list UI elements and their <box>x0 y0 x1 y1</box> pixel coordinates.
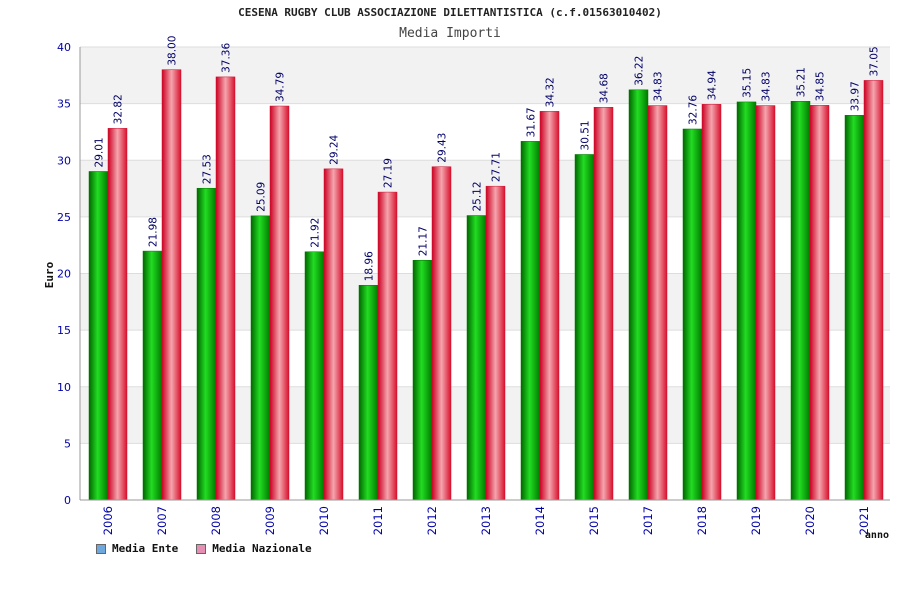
data-label: 21.17 <box>418 226 430 256</box>
data-label: 29.43 <box>437 133 449 163</box>
bar-media-ente-2010 <box>304 251 325 501</box>
y-tick-label: 30 <box>57 154 71 167</box>
bar-media-nazionale-2013 <box>485 185 506 501</box>
data-label: 21.92 <box>310 218 322 248</box>
legend-swatch-media-nazionale <box>196 543 207 554</box>
bar-media-ente-2009 <box>250 215 271 501</box>
x-tick-label: 2013 <box>479 506 493 535</box>
data-label: 37.36 <box>221 43 233 73</box>
data-label: 25.09 <box>256 182 268 212</box>
bar-media-nazionale-2007 <box>161 69 182 501</box>
bar-media-nazionale-2006 <box>107 128 128 501</box>
bar-media-nazionale-2020 <box>809 105 830 501</box>
y-tick-label: 35 <box>57 98 71 111</box>
y-tick-label: 10 <box>57 381 71 394</box>
bar-media-nazionale-2012 <box>431 166 452 501</box>
bar-media-ente-2014 <box>520 141 541 501</box>
x-tick-label: 2007 <box>155 506 169 535</box>
bar-media-ente-2017 <box>628 89 649 501</box>
bar-media-nazionale-2015 <box>593 106 614 501</box>
legend-label-media-ente: Media Ente <box>112 542 179 555</box>
plot-band <box>80 47 890 104</box>
y-tick-label: 15 <box>57 324 71 337</box>
legend-swatch-media-ente <box>96 543 106 554</box>
bar-media-nazionale-2008 <box>215 76 236 501</box>
bar-media-nazionale-2009 <box>269 105 290 501</box>
data-label: 34.94 <box>707 70 719 100</box>
data-label: 29.24 <box>329 134 341 164</box>
data-label: 18.96 <box>364 251 376 281</box>
x-tick-label: 2015 <box>587 506 601 535</box>
x-tick-label: 2008 <box>209 506 223 535</box>
x-axis-label: anno <box>865 530 889 541</box>
data-label: 36.22 <box>634 56 646 86</box>
bar-media-ente-2008 <box>196 187 217 501</box>
bar-media-ente-2012 <box>412 259 433 501</box>
y-tick-label: 40 <box>57 41 71 54</box>
data-label: 34.85 <box>815 71 827 101</box>
x-tick-label: 2018 <box>695 506 709 535</box>
data-label: 34.68 <box>599 73 611 103</box>
data-label: 34.32 <box>545 77 557 107</box>
legend-label-media-nazionale: Media Nazionale <box>212 542 312 555</box>
axes-group: 0 5 10 15 20 25 30 35 40 2006 2007 2008 2009 2010 2011… <box>57 41 890 535</box>
x-tick-label: 2021 <box>857 506 871 535</box>
legend-item-media-nazionale: Media Nazionale <box>196 542 312 555</box>
data-label: 34.79 <box>275 72 287 102</box>
y-axis-label: Euro <box>43 261 56 288</box>
legend: Media Ente Media Nazionale <box>96 542 312 555</box>
data-label: 37.05 <box>869 46 881 76</box>
data-label: 27.71 <box>491 152 503 182</box>
x-tick-label: 2009 <box>263 506 277 535</box>
data-label: 32.76 <box>688 95 700 125</box>
y-tick-label: 25 <box>57 211 71 224</box>
bar-media-ente-2006 <box>88 171 109 501</box>
y-tick-label: 0 <box>64 494 71 507</box>
bar-media-ente-2020 <box>790 100 811 501</box>
x-tick-label: 2012 <box>425 506 439 535</box>
data-label: 35.21 <box>796 67 808 97</box>
bar-media-nazionale-2018 <box>701 104 722 501</box>
data-label: 29.01 <box>94 137 106 167</box>
x-tick-label: 2010 <box>317 506 331 535</box>
x-tick-label: 2011 <box>371 506 385 535</box>
data-label: 27.19 <box>383 158 395 188</box>
x-tick-label: 2020 <box>803 506 817 535</box>
x-tick-label: 2014 <box>533 506 547 535</box>
bar-media-nazionale-2010 <box>323 168 344 501</box>
x-tick-label: 2006 <box>101 506 115 535</box>
bar-media-nazionale-2014 <box>539 111 560 501</box>
bars-group: 29.01 32.82 21.98 38.00 27.53 37.36 25.09 34.79… <box>88 36 884 501</box>
chart-subtitle: Media Importi <box>399 26 501 41</box>
data-label: 33.97 <box>850 81 862 111</box>
data-label: 32.82 <box>113 94 125 124</box>
bar-media-ente-2021 <box>844 115 865 501</box>
chart-title: CESENA RUGBY CLUB ASSOCIAZIONE DILETTANT… <box>238 6 662 19</box>
legend-item-media-ente: Media Ente <box>96 542 178 555</box>
data-label: 27.53 <box>202 154 214 184</box>
data-label: 21.98 <box>148 217 160 247</box>
data-label: 30.51 <box>580 120 592 150</box>
y-tick-label: 20 <box>57 268 71 281</box>
bar-media-nazionale-2017 <box>647 105 668 501</box>
bar-media-nazionale-2019 <box>755 105 776 501</box>
bar-media-ente-2018 <box>682 128 703 501</box>
bar-media-ente-2007 <box>142 250 163 501</box>
data-label: 38.00 <box>167 36 179 66</box>
data-label: 25.12 <box>472 181 484 211</box>
y-tick-label: 5 <box>64 437 71 450</box>
bar-media-ente-2015 <box>574 154 595 501</box>
bar-media-nazionale-2011 <box>377 191 398 501</box>
data-label: 34.83 <box>653 71 665 101</box>
bar-media-ente-2019 <box>736 101 757 501</box>
bar-media-ente-2013 <box>466 215 487 501</box>
x-tick-label: 2019 <box>749 506 763 535</box>
data-label: 34.83 <box>761 71 773 101</box>
bar-media-nazionale-2021 <box>863 80 884 501</box>
x-tick-label: 2017 <box>641 506 655 535</box>
data-label: 31.67 <box>526 107 538 137</box>
bar-media-ente-2011 <box>358 285 379 501</box>
data-label: 35.15 <box>742 68 754 98</box>
